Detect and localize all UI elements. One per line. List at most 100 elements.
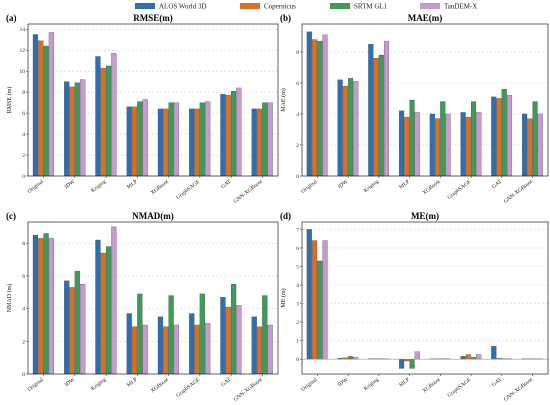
bar xyxy=(100,67,106,177)
panel-title: ME(m) xyxy=(411,211,439,221)
x-tick-label: GAT xyxy=(220,178,233,190)
y-tick-label: 4 xyxy=(22,307,25,313)
legend-label: ALOS World 3D xyxy=(159,2,207,11)
bar xyxy=(43,233,49,375)
bar xyxy=(251,316,257,375)
bar xyxy=(267,102,273,177)
x-tick-label: GNN-XGBoost xyxy=(503,377,534,403)
bar xyxy=(168,295,174,375)
bar xyxy=(95,56,101,177)
bar xyxy=(348,78,354,177)
x-tick-label: GNN-XGBoost xyxy=(503,179,534,205)
chart-panel: 0 1 2 3 4 5 6 7 Original IDW Kriging MLP XGBoost Grap… xyxy=(280,211,549,403)
bar xyxy=(48,32,54,177)
x-tick-label: Original xyxy=(27,179,46,195)
bar xyxy=(522,113,528,177)
plot-frame xyxy=(27,23,279,177)
y-tick-label: 8 xyxy=(22,241,25,247)
bar xyxy=(404,359,410,362)
bar xyxy=(348,356,354,360)
bar xyxy=(506,95,513,177)
y-tick-label: 8 xyxy=(22,90,25,96)
bar xyxy=(312,39,318,177)
x-tick-label: XGBoost xyxy=(150,377,170,395)
bar xyxy=(399,110,405,177)
y-tick-label: 6 xyxy=(22,274,25,280)
bar xyxy=(476,354,482,360)
x-tick-label: IDW xyxy=(64,376,77,388)
bar xyxy=(38,238,44,375)
chart-legend: ALOS World 3D Copernicus SRTM GL1 TanDEM-X xyxy=(0,2,550,16)
bar xyxy=(383,40,390,177)
x-tick-label: MLP xyxy=(126,377,139,389)
y-tick-label: 8 xyxy=(296,50,299,56)
legend-item: SRTM GL1 xyxy=(330,2,387,16)
x-tick-label: GraphSAGE xyxy=(447,178,473,200)
y-axis-label: NMAD (m) xyxy=(6,284,13,313)
x-tick-label: IDW xyxy=(64,178,77,190)
bar xyxy=(32,234,39,375)
bar xyxy=(465,116,471,177)
y-tick-label: 3 xyxy=(296,302,299,308)
x-tick-label: GraphSAGE xyxy=(175,178,201,200)
legend-label: SRTM GL1 xyxy=(354,2,388,11)
x-tick-label: Kriging xyxy=(90,377,107,392)
y-tick-label: 6 xyxy=(296,246,299,252)
x-tick-label: Original xyxy=(300,179,319,195)
bar xyxy=(399,359,405,369)
x-tick-label: MLP xyxy=(398,377,411,389)
x-tick-label: GAT xyxy=(220,376,233,388)
legend-item: Copernicus xyxy=(240,2,296,16)
bar xyxy=(74,82,80,177)
y-tick-label: 5 xyxy=(296,264,299,270)
bar xyxy=(491,96,497,177)
bar xyxy=(69,86,75,177)
x-tick-label: Kriging xyxy=(363,179,380,194)
bar xyxy=(80,283,86,375)
bar xyxy=(322,34,328,177)
bar xyxy=(126,313,132,375)
y-tick-label: 2 xyxy=(296,143,299,149)
bar xyxy=(368,44,374,177)
bar xyxy=(220,94,226,177)
bar xyxy=(38,40,44,177)
y-axis-label: MAE (m) xyxy=(280,88,287,112)
bar xyxy=(100,252,106,375)
bar xyxy=(205,323,211,375)
x-tick-label: MLP xyxy=(126,179,139,191)
y-tick-label: 10 xyxy=(20,69,26,75)
plot-frame xyxy=(27,221,279,375)
bar xyxy=(471,101,477,177)
bar xyxy=(137,293,143,375)
bar xyxy=(142,324,148,375)
bar xyxy=(43,45,49,177)
bar xyxy=(440,101,446,177)
bar xyxy=(225,306,231,375)
bar xyxy=(69,287,75,375)
y-tick-label: 4 xyxy=(22,132,25,138)
bar xyxy=(337,79,343,177)
y-tick-label: 0 xyxy=(22,174,25,180)
x-tick-label: XGBoost xyxy=(422,377,442,395)
bar xyxy=(306,31,312,177)
bar xyxy=(312,240,318,360)
legend-swatch xyxy=(135,3,155,10)
x-tick-label: Kriging xyxy=(90,179,107,194)
bar xyxy=(491,346,497,360)
x-tick-label: GAT xyxy=(491,376,504,388)
y-tick-label: 0 xyxy=(22,372,25,378)
x-tick-label: GraphSAGE xyxy=(447,376,473,398)
bar xyxy=(225,95,231,177)
bar xyxy=(353,357,359,360)
x-tick-label: Original xyxy=(300,377,319,393)
bar xyxy=(256,326,263,375)
bar xyxy=(532,101,538,177)
bar xyxy=(435,118,441,177)
bar xyxy=(353,81,359,177)
bar xyxy=(74,270,80,375)
bar xyxy=(322,240,328,360)
x-tick-label: GraphSAGE xyxy=(175,376,201,398)
bar xyxy=(173,324,179,375)
bar xyxy=(189,108,195,177)
